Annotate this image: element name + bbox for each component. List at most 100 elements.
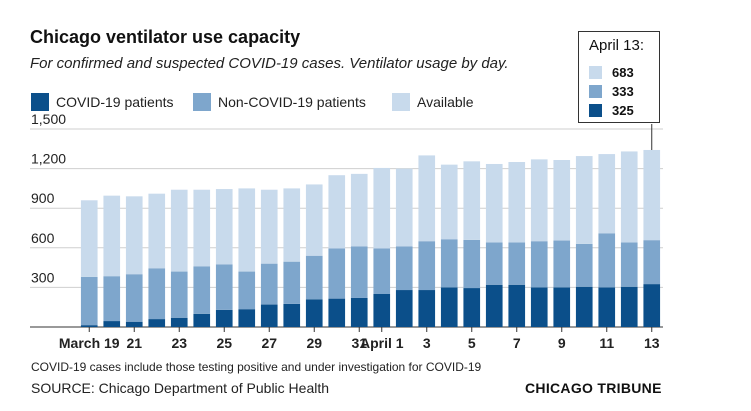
callout-box: April 13: 683 333 325 xyxy=(578,31,660,123)
bar-segment-available xyxy=(238,188,256,272)
bar-segment-covid xyxy=(215,309,233,327)
callout-value-available: 683 xyxy=(612,65,634,80)
y-tick-label: 900 xyxy=(31,190,55,206)
bar-segment-covid xyxy=(575,286,593,327)
y-tick-label: 1,200 xyxy=(31,151,66,167)
bar-segment-non-covid xyxy=(193,266,211,314)
bar-segment-available xyxy=(148,193,166,269)
bar-segment-available xyxy=(598,154,616,234)
bar-segment-available xyxy=(80,200,98,277)
bar-segment-covid xyxy=(620,286,638,327)
bar-segment-covid xyxy=(305,299,323,327)
bar-segment-non-covid xyxy=(463,239,481,289)
footnote: COVID-19 cases include those testing pos… xyxy=(31,360,482,374)
bar-segment-available xyxy=(643,149,661,241)
bar-segment-covid xyxy=(553,287,571,327)
bar-segment-covid xyxy=(193,313,211,327)
bar-segment-available xyxy=(395,168,413,247)
bar-segment-non-covid xyxy=(620,242,638,287)
bar-segment-available xyxy=(103,195,121,277)
callout-row-non-covid: 333 xyxy=(589,84,653,100)
bar-segment-covid xyxy=(125,321,143,327)
x-tick-label: 9 xyxy=(558,335,566,351)
bar-segment-non-covid xyxy=(148,268,166,320)
bar-segment-covid xyxy=(103,321,121,327)
legend-swatch-covid xyxy=(31,93,49,111)
bar-segment-available xyxy=(170,189,188,272)
x-tick-label: 11 xyxy=(599,335,614,351)
legend-label-covid: COVID-19 patients xyxy=(56,94,174,110)
bar-segment-available xyxy=(193,189,211,267)
bar-segment-non-covid xyxy=(553,240,571,288)
bar-segment-non-covid xyxy=(440,239,458,288)
bar-segment-covid xyxy=(283,303,301,327)
legend-label-available: Available xyxy=(417,94,474,110)
bar-segment-covid xyxy=(643,284,661,327)
x-tick-label: 31 xyxy=(351,335,367,351)
bar-segment-non-covid xyxy=(328,248,346,299)
bar-segment-available xyxy=(373,167,391,249)
bar-segment-non-covid xyxy=(103,276,121,322)
x-tick-label: March 19 xyxy=(59,335,120,351)
bar-segment-non-covid xyxy=(238,271,256,310)
bar-segment-non-covid xyxy=(260,263,278,305)
bar-segment-covid xyxy=(418,290,436,327)
publisher-logo-text: CHICAGO TRIBUNE xyxy=(525,380,662,396)
bar-segment-available xyxy=(125,196,143,275)
y-tick-label: 300 xyxy=(31,269,55,285)
x-tick-label: April 1 xyxy=(360,335,404,351)
bar-segment-covid xyxy=(148,319,166,327)
bar-segment-covid xyxy=(80,325,98,327)
x-tick-label: 3 xyxy=(423,335,431,351)
bar-segment-covid xyxy=(530,287,548,327)
bar-segment-available xyxy=(553,160,571,241)
bar-segment-non-covid xyxy=(598,233,616,288)
bar-segment-non-covid xyxy=(643,240,661,285)
x-tick-label: 29 xyxy=(306,335,322,351)
bar-segment-available xyxy=(485,163,503,243)
bar-segment-available xyxy=(418,155,436,242)
x-tick-label: 5 xyxy=(468,335,476,351)
legend-swatch-available xyxy=(392,93,410,111)
x-tick-label: 7 xyxy=(513,335,521,351)
x-tick-label: 13 xyxy=(644,335,660,351)
bar-segment-available xyxy=(440,164,458,240)
bar-segment-covid xyxy=(508,284,526,327)
bar-segment-covid xyxy=(485,284,503,327)
callout-row-covid: 325 xyxy=(589,103,653,119)
bar-segment-covid xyxy=(373,294,391,327)
bar-segment-non-covid xyxy=(575,243,593,287)
bars xyxy=(80,149,661,327)
bar-segment-available xyxy=(508,162,526,243)
callout-row-available: 683 xyxy=(589,65,653,81)
bar-segment-covid xyxy=(395,290,413,327)
bar-segment-covid xyxy=(463,288,481,327)
bar-segment-non-covid xyxy=(418,241,436,291)
x-tick-label: 27 xyxy=(261,335,277,351)
bar-segment-available xyxy=(260,189,278,264)
callout-swatch-non-covid xyxy=(589,85,602,98)
bar-segment-covid xyxy=(328,298,346,327)
bar-segment-non-covid xyxy=(170,271,188,318)
legend-label-non-covid: Non-COVID-19 patients xyxy=(218,94,366,110)
y-tick-label: 600 xyxy=(31,230,55,246)
bar-segment-available xyxy=(530,159,548,242)
y-tick-label: 1,500 xyxy=(31,111,66,127)
source-line: SOURCE: Chicago Department of Public Hea… xyxy=(31,380,330,396)
x-tick-label: 25 xyxy=(216,335,232,351)
bar-segment-non-covid xyxy=(350,246,368,298)
y-axis-ticks: 1,500 1,200 900 600 300 xyxy=(31,111,66,285)
x-tick-label: 21 xyxy=(126,335,142,351)
bar-segment-non-covid xyxy=(80,276,98,326)
callout-swatch-available xyxy=(589,66,602,79)
bar-segment-non-covid xyxy=(508,242,526,285)
bar-segment-covid xyxy=(440,287,458,327)
chart-title: Chicago ventilator use capacity xyxy=(30,27,301,47)
bar-segment-available xyxy=(575,156,593,244)
bar-segment-covid xyxy=(260,304,278,327)
bar-segment-non-covid xyxy=(373,248,391,294)
bar-segment-non-covid xyxy=(215,264,233,310)
bar-segment-covid xyxy=(350,297,368,327)
